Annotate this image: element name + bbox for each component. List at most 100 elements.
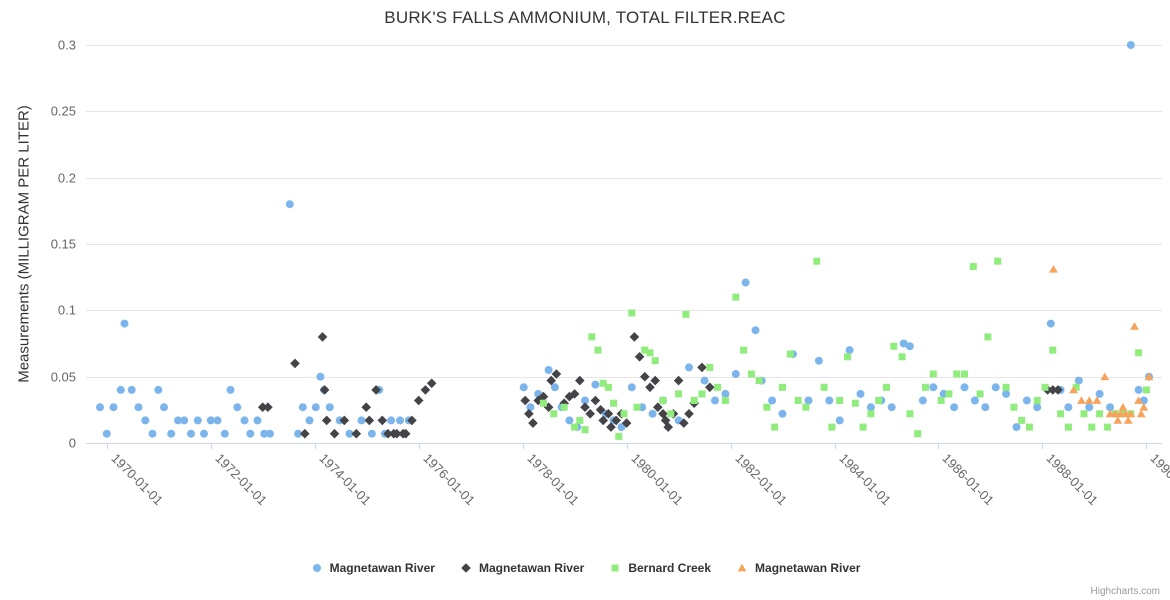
data-point[interactable] — [167, 429, 176, 438]
data-point[interactable] — [969, 263, 977, 271]
data-point[interactable] — [550, 410, 558, 418]
data-point[interactable] — [396, 416, 404, 425]
data-point[interactable] — [700, 376, 709, 385]
data-point[interactable] — [778, 409, 787, 418]
data-point[interactable] — [747, 370, 755, 378]
data-point[interactable] — [1084, 396, 1094, 404]
data-point[interactable] — [387, 416, 396, 425]
data-point[interactable] — [520, 395, 530, 406]
data-point[interactable] — [551, 369, 562, 379]
data-point[interactable] — [645, 382, 655, 393]
data-point[interactable] — [802, 403, 810, 411]
data-point[interactable] — [226, 385, 235, 394]
data-point[interactable] — [1126, 409, 1136, 418]
data-point[interactable] — [160, 403, 168, 412]
data-point[interactable] — [961, 370, 968, 378]
data-point[interactable] — [141, 416, 150, 425]
data-point[interactable] — [820, 383, 828, 391]
data-point[interactable] — [383, 428, 393, 439]
data-point[interactable] — [420, 385, 431, 395]
data-point[interactable] — [898, 353, 906, 361]
data-point[interactable] — [705, 382, 715, 393]
data-point[interactable] — [127, 385, 136, 394]
data-point[interactable] — [1033, 397, 1041, 404]
data-point[interactable] — [311, 403, 320, 412]
data-point[interactable] — [96, 403, 104, 412]
data-point[interactable] — [1088, 423, 1096, 431]
data-point[interactable] — [867, 410, 875, 418]
data-point[interactable] — [1106, 403, 1114, 412]
data-point[interactable] — [732, 293, 740, 301]
data-point[interactable] — [1113, 416, 1123, 424]
data-point[interactable] — [617, 423, 626, 432]
data-point[interactable] — [546, 375, 556, 386]
data-point[interactable] — [560, 403, 568, 411]
legend-item[interactable]: Bernard Creek — [608, 561, 711, 575]
data-point[interactable] — [260, 429, 269, 438]
data-point[interactable] — [875, 397, 883, 404]
data-point[interactable] — [976, 390, 984, 398]
data-point[interactable] — [285, 200, 294, 209]
data-point[interactable] — [519, 383, 528, 392]
data-point[interactable] — [257, 402, 268, 412]
data-point[interactable] — [240, 416, 249, 425]
data-point[interactable] — [1130, 322, 1139, 330]
data-point[interactable] — [648, 409, 657, 418]
data-point[interactable] — [697, 362, 707, 373]
data-point[interactable] — [1012, 423, 1021, 432]
data-point[interactable] — [357, 416, 366, 425]
data-point[interactable] — [1049, 346, 1057, 354]
data-point[interactable] — [426, 378, 437, 389]
data-point[interactable] — [400, 428, 411, 439]
data-point[interactable] — [866, 403, 875, 412]
highcharts-credit[interactable]: Highcharts.com — [1090, 586, 1160, 597]
data-point[interactable] — [741, 278, 750, 287]
data-point[interactable] — [364, 415, 375, 426]
data-point[interactable] — [174, 416, 182, 425]
data-point[interactable] — [1095, 389, 1104, 398]
data-point[interactable] — [325, 403, 334, 412]
data-point[interactable] — [1053, 385, 1063, 395]
data-point[interactable] — [1002, 383, 1010, 391]
data-point[interactable] — [148, 429, 157, 438]
data-point[interactable] — [845, 346, 854, 355]
data-point[interactable] — [1139, 403, 1149, 411]
data-point[interactable] — [220, 429, 229, 438]
data-point[interactable] — [594, 346, 602, 354]
data-point[interactable] — [794, 397, 802, 404]
data-point[interactable] — [263, 402, 273, 412]
data-point[interactable] — [1002, 389, 1011, 398]
data-point[interactable] — [351, 428, 362, 439]
data-point[interactable] — [102, 429, 111, 438]
data-point[interactable] — [763, 403, 771, 411]
data-point[interactable] — [779, 383, 786, 391]
data-point[interactable] — [675, 390, 683, 398]
data-point[interactable] — [294, 429, 303, 438]
data-point[interactable] — [200, 429, 208, 438]
data-point[interactable] — [1074, 376, 1083, 385]
data-point[interactable] — [1041, 383, 1049, 391]
data-point[interactable] — [1080, 410, 1088, 418]
data-point[interactable] — [550, 383, 559, 392]
data-point[interactable] — [345, 429, 354, 438]
data-point[interactable] — [316, 372, 325, 381]
data-point[interactable] — [851, 399, 859, 407]
data-point[interactable] — [1096, 410, 1104, 418]
data-point[interactable] — [407, 415, 417, 426]
data-point[interactable] — [659, 397, 667, 404]
data-point[interactable] — [937, 397, 945, 404]
data-point[interactable] — [786, 350, 794, 358]
data-point[interactable] — [599, 379, 607, 387]
data-point[interactable] — [836, 397, 844, 404]
data-point[interactable] — [633, 403, 641, 411]
data-point[interactable] — [981, 403, 990, 412]
data-point[interactable] — [575, 375, 585, 386]
data-point[interactable] — [1064, 423, 1072, 431]
data-point[interactable] — [1118, 403, 1128, 411]
data-point[interactable] — [835, 416, 844, 425]
data-point[interactable] — [1142, 386, 1150, 394]
data-point[interactable] — [991, 383, 1000, 392]
data-point[interactable] — [679, 418, 689, 428]
data-point[interactable] — [116, 385, 125, 394]
data-point[interactable] — [627, 383, 636, 392]
